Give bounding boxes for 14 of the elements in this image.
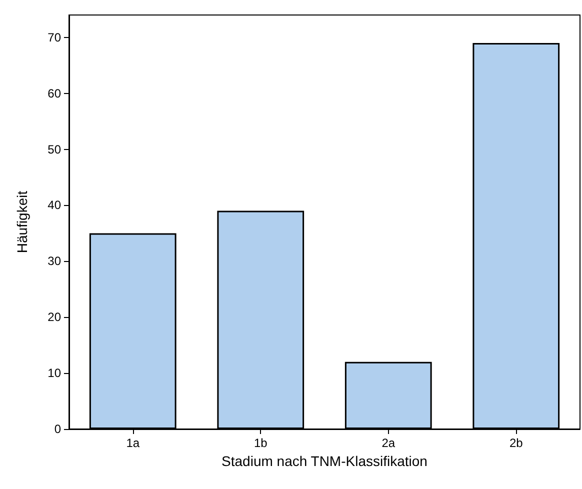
y-tick-label: 60: [48, 86, 62, 100]
y-tick-label: 30: [48, 254, 62, 268]
y-tick-label: 0: [54, 422, 62, 436]
y-tick-label: 10: [48, 366, 62, 380]
y-tick-label: 20: [48, 310, 62, 324]
y-tick-label: 40: [48, 198, 62, 212]
x-tick-label: 2b: [509, 436, 524, 450]
y-tick-label: 70: [48, 30, 62, 44]
x-tick-label: 2a: [382, 436, 396, 450]
x-tick-label: 1a: [126, 436, 140, 450]
y-tick-label: 50: [48, 142, 62, 156]
x-axis-title: Stadium nach TNM-Klassifikation: [222, 452, 428, 469]
x-tick-label: 1b: [254, 436, 268, 450]
y-axis-title: Häufigkeit: [14, 190, 30, 254]
